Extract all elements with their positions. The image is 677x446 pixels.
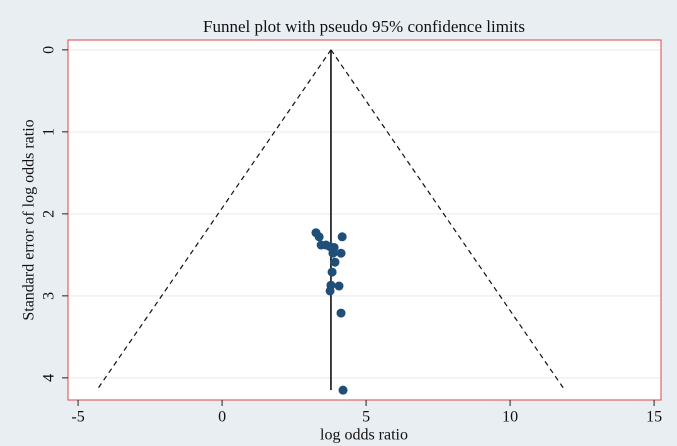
x-tick-label: 15 xyxy=(646,409,662,426)
data-point xyxy=(314,232,324,242)
y-axis-label: Standard error of log odds ratio xyxy=(21,119,38,320)
data-point xyxy=(336,308,346,318)
chart-title: Funnel plot with pseudo 95% confidence l… xyxy=(203,17,525,36)
data-point xyxy=(337,232,347,242)
data-point xyxy=(330,257,340,267)
data-point xyxy=(325,286,335,296)
data-point xyxy=(338,385,348,395)
data-point xyxy=(334,281,344,291)
data-point xyxy=(336,248,346,258)
plot-area xyxy=(67,39,662,401)
y-tick-label: 4 xyxy=(41,374,58,382)
x-axis-label: log odds ratio xyxy=(320,427,408,444)
funnel-line xyxy=(330,49,566,391)
x-tick-label: 5 xyxy=(362,409,370,426)
x-tick-label: -5 xyxy=(71,409,84,426)
y-tick-label: 3 xyxy=(41,292,58,300)
y-tick-label: 1 xyxy=(41,128,58,136)
data-point xyxy=(327,267,337,277)
data-point xyxy=(328,248,338,258)
funnel-line xyxy=(96,49,332,391)
y-tick-label: 0 xyxy=(41,46,58,54)
x-tick-label: 0 xyxy=(218,409,226,426)
y-tick-label: 2 xyxy=(41,210,58,218)
x-tick-label: 10 xyxy=(502,409,518,426)
